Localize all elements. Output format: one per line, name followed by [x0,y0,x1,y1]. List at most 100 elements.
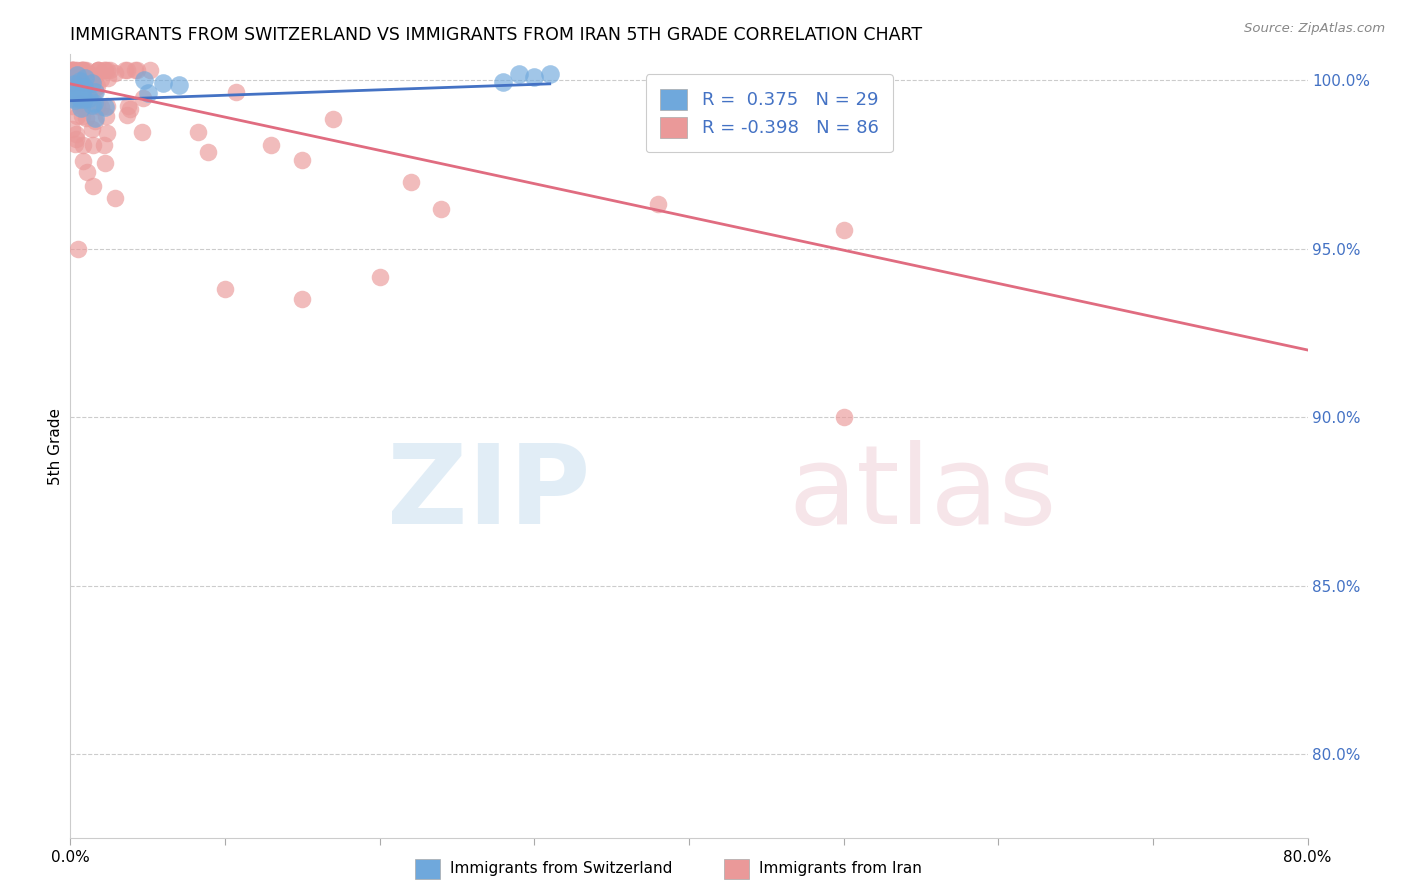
Point [70,63,93,78]
Point [80,97,103,112]
Point [260,137,283,152]
Point [72,63,94,78]
Point [93,63,115,78]
Point [60,76,83,90]
Point [60,63,83,78]
Point [72,109,94,123]
Point [70,76,93,90]
Point [214,282,236,296]
Point [322,112,344,126]
Point [75,63,97,78]
Point [104,191,127,205]
Text: Immigrants from Switzerland: Immigrants from Switzerland [450,862,672,876]
Point [70,63,93,78]
Point [430,202,453,217]
Point [62,63,84,78]
Point [87,63,110,78]
Y-axis label: 5th Grade: 5th Grade [48,408,63,484]
Point [63,83,86,97]
Point [60,63,83,78]
Point [65,127,87,141]
Point [65,136,87,151]
Point [75,111,97,125]
Point [67,242,90,256]
Point [90,72,112,87]
Point [65,131,87,145]
Point [73,92,96,106]
Point [132,73,155,87]
Point [77,91,100,105]
Point [67,95,90,110]
Point [117,63,139,78]
Point [65,74,87,88]
Point [492,74,515,88]
Point [66,63,89,78]
Point [94,156,117,170]
Point [76,164,98,178]
Point [75,71,97,86]
Point [399,175,422,189]
Point [124,63,146,78]
Point [69,90,91,104]
Point [93,138,115,153]
Point [60,84,83,98]
Point [63,93,86,107]
Point [96,63,118,78]
Point [62,72,84,87]
Point [60,73,83,87]
Point [97,70,120,85]
Point [73,80,96,95]
Text: ZIP: ZIP [387,440,591,547]
Point [82,69,104,83]
Point [82,137,104,152]
Point [368,270,391,285]
Point [75,76,97,90]
Point [60,90,83,104]
Point [67,68,90,82]
Point [82,76,104,90]
Point [86,79,108,94]
Point [832,223,855,237]
Point [186,125,208,139]
Point [65,69,87,83]
Point [63,77,86,91]
Point [96,126,118,140]
Point [70,63,93,78]
Point [60,98,83,112]
Legend: R =  0.375   N = 29, R = -0.398   N = 86: R = 0.375 N = 29, R = -0.398 N = 86 [645,74,893,153]
Point [523,70,546,84]
Point [86,63,108,78]
Point [60,63,83,78]
Point [132,91,155,105]
Point [70,101,93,115]
Point [72,138,94,153]
Point [139,63,162,78]
Point [70,66,93,80]
Point [84,69,107,83]
Point [66,110,89,124]
Text: Source: ZipAtlas.com: Source: ZipAtlas.com [1244,22,1385,36]
Point [72,85,94,99]
Point [508,67,530,81]
Point [82,121,104,136]
Point [197,145,219,159]
Point [118,102,141,116]
Point [84,84,107,98]
Text: atlas: atlas [787,440,1056,547]
Point [90,100,112,114]
Point [117,108,139,122]
Point [60,122,83,136]
Point [94,109,117,123]
Point [291,153,314,168]
Point [114,63,136,78]
Point [131,125,153,139]
Point [96,99,118,113]
Point [69,92,91,106]
Point [225,85,247,99]
Point [93,63,115,78]
Point [69,74,91,88]
Point [104,66,127,80]
Point [73,101,96,115]
Point [98,63,121,78]
Point [87,63,110,78]
